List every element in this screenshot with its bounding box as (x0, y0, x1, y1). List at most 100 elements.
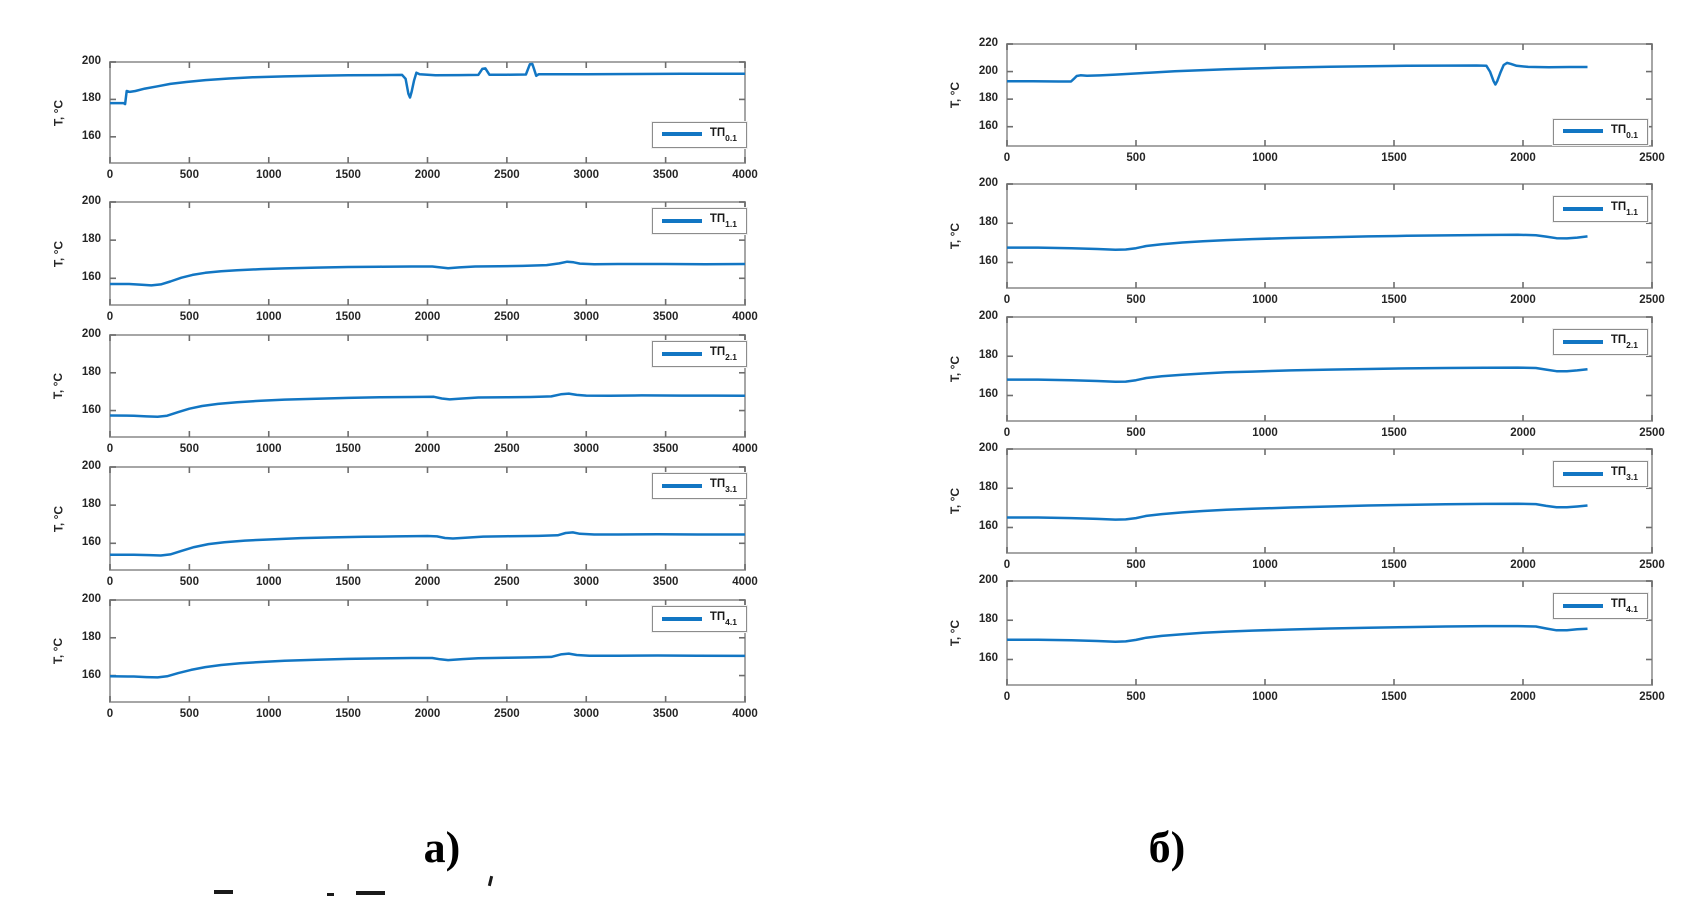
caption-fragment (214, 890, 233, 894)
xtick-label: 500 (1126, 559, 1146, 571)
xtick-label: 2000 (414, 708, 441, 720)
ytick-label: 160 (978, 388, 998, 401)
xtick-label: 0 (106, 708, 114, 720)
ytick-label: 180 (978, 92, 998, 105)
xtick-label: 0 (1003, 294, 1011, 306)
xtick-label: 3000 (573, 443, 600, 455)
legend: ТП3.1 (1552, 461, 1648, 488)
xtick-label: 3500 (652, 576, 679, 588)
legend: ТП1.1 (1552, 196, 1648, 223)
xtick-label: 1500 (1381, 152, 1407, 164)
legend: ТП1.1 (651, 208, 747, 235)
caption-fragment (487, 875, 494, 887)
legend-label: ТП4.1 (1610, 598, 1638, 615)
xtick-label: 1500 (1381, 427, 1407, 439)
ytick-label: 180 (81, 365, 101, 378)
ytick-label: 160 (81, 403, 101, 416)
xtick-label: 0 (1003, 427, 1011, 439)
ytick-label: 200 (978, 442, 998, 454)
xtick-label: 2500 (494, 169, 520, 181)
xtick-label: 0 (106, 169, 114, 181)
xtick-label: 1500 (335, 443, 361, 455)
xtick-label: 2500 (494, 708, 520, 720)
series-line-a-3 (110, 531, 745, 557)
legend-line-sample (1562, 339, 1603, 344)
legend-line-sample (661, 483, 702, 488)
xtick-label: 1000 (1252, 294, 1278, 306)
xtick-label: 2000 (1510, 559, 1536, 571)
xtick-label: 4000 (732, 311, 758, 323)
plot-area-a-4 (109, 599, 746, 703)
xtick-label: 500 (179, 708, 199, 720)
xtick-label: 1500 (335, 576, 361, 588)
xtick-label: 2000 (1510, 427, 1536, 439)
ytick-label: 200 (978, 310, 998, 322)
legend-line-sample (1562, 603, 1603, 608)
legend: ТП2.1 (1552, 329, 1648, 356)
xtick-label: 500 (179, 311, 199, 323)
ytick-label: 160 (81, 668, 101, 681)
ytick-label: 200 (978, 177, 998, 189)
xtick-label: 2000 (1510, 152, 1536, 164)
y-axis-label: T, °C (51, 505, 65, 532)
xtick-label: 4000 (732, 576, 758, 588)
y-axis-label: T, °C (51, 372, 65, 400)
legend: ТП4.1 (1552, 593, 1648, 620)
legend-line-sample (661, 351, 702, 356)
xtick-label: 4000 (732, 169, 758, 181)
xtick-label: 0 (1003, 152, 1011, 164)
plot-area-b-4 (1006, 580, 1653, 686)
y-axis-label: T, °C (51, 637, 65, 665)
xtick-label: 1000 (255, 443, 282, 455)
ytick-label: 180 (81, 630, 101, 643)
ytick-label: 160 (978, 652, 998, 665)
xtick-label: 500 (179, 169, 199, 181)
xtick-label: 1000 (1252, 559, 1278, 571)
ytick-label: 200 (978, 574, 998, 586)
xtick-label: 1000 (1252, 691, 1278, 703)
xtick-label: 2500 (1639, 294, 1665, 306)
ytick-label: 200 (81, 55, 101, 67)
xtick-label: 0 (106, 576, 114, 588)
xtick-label: 2000 (414, 576, 441, 588)
xtick-label: 2000 (1510, 691, 1536, 703)
ytick-label: 180 (978, 613, 998, 626)
series-line-b-3 (1007, 502, 1588, 521)
ytick-label: 160 (978, 119, 998, 132)
plot-area-a-0 (109, 61, 746, 164)
ytick-label: 160 (978, 520, 998, 533)
xtick-label: 1000 (255, 311, 282, 323)
xtick-label: 3000 (573, 576, 600, 588)
y-axis-label: T, °C (948, 81, 962, 109)
xtick-label: 1500 (1381, 691, 1407, 703)
ytick-label: 200 (81, 195, 101, 207)
xtick-label: 2500 (1639, 691, 1665, 703)
ytick-label: 200 (978, 64, 998, 77)
series-line-a-1 (110, 260, 746, 287)
panel-a-caption: а) (423, 823, 461, 872)
ytick-label: 180 (978, 216, 998, 229)
xtick-label: 2500 (494, 576, 520, 588)
xtick-label: 3000 (573, 708, 600, 720)
xtick-label: 2000 (414, 169, 441, 181)
y-axis-label: T, °C (51, 99, 65, 126)
legend-label: ТП2.1 (709, 346, 737, 363)
ytick-label: 160 (978, 255, 998, 268)
xtick-label: 1500 (1381, 559, 1407, 571)
xtick-label: 3000 (573, 169, 600, 181)
xtick-label: 3500 (652, 169, 679, 181)
legend: ТП2.1 (651, 341, 747, 368)
xtick-label: 500 (1126, 427, 1146, 439)
ytick-label: 200 (81, 328, 101, 340)
xtick-label: 3500 (652, 311, 679, 323)
xtick-label: 1500 (1381, 294, 1407, 306)
legend-line-sample (1562, 206, 1603, 211)
ytick-label: 180 (978, 481, 998, 494)
xtick-label: 0 (106, 443, 114, 455)
series-line-a-2 (109, 392, 746, 419)
xtick-label: 500 (179, 443, 199, 455)
ytick-label: 180 (81, 233, 101, 246)
legend-label: ТП0.1 (1610, 123, 1638, 140)
legend: ТП4.1 (651, 606, 747, 633)
